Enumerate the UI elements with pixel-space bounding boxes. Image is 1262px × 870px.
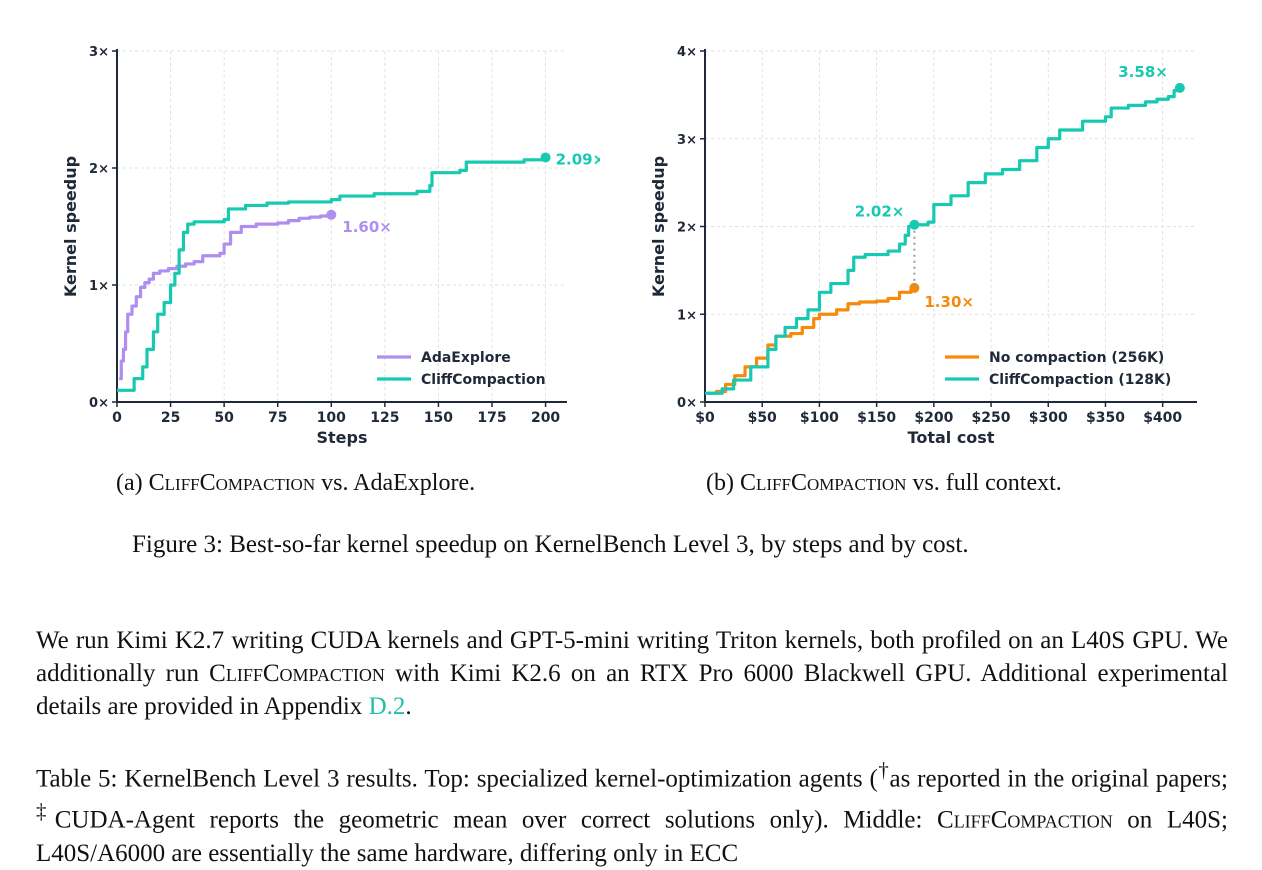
legend-label: CliffCompaction (128K): [989, 372, 1171, 388]
x-axis-title: Total cost: [908, 428, 995, 447]
legend-label: CliffCompaction: [421, 372, 546, 388]
series-end-point: [326, 209, 337, 220]
chart-b: $0 $50 $100 $150 $200 $250 $300 $350 $400 0× 1× 2× 3…: [649, 45, 1197, 447]
double-dagger-mark: ‡: [36, 799, 55, 824]
x-tick-label: $300: [1029, 410, 1068, 426]
table-caption-text: CUDA-Agent reports the geometric mean ov…: [54, 806, 938, 834]
y-tick-label: 2×: [89, 162, 109, 177]
caption-a-prefix: (a): [116, 470, 149, 496]
y-tick-label: 3×: [89, 45, 109, 60]
y-tick-label: 0×: [677, 396, 697, 411]
series-line-cliffcompaction-128k-: [705, 87, 1182, 395]
method-name: CliffCompaction: [209, 660, 385, 687]
x-tick-label: $50: [748, 410, 777, 426]
series-line-adaexplore: [119, 214, 333, 381]
caption-a: (a) CliffCompaction vs. AdaExplore.: [116, 470, 475, 497]
value-label-mid: 2.02×: [855, 203, 905, 221]
y-axis-title: Kernel speedup: [649, 156, 668, 297]
x-tick-label: 50: [214, 410, 234, 426]
series-end-point: [909, 282, 920, 293]
caption-b: (b) CliffCompaction vs. full context.: [706, 470, 1062, 497]
x-tick-label: 150: [424, 410, 453, 426]
caption-b-prefix: (b): [706, 470, 740, 496]
paragraph-text: .: [405, 693, 412, 720]
x-tick-label: $0: [695, 410, 715, 426]
value-label-no-compaction: 1.30×: [924, 293, 974, 311]
dagger-mark: †: [877, 758, 890, 782]
x-tick-label: 25: [161, 410, 180, 426]
paragraph-text: with Kimi K2.6 on an RTX Pro 6000 Blackw…: [36, 660, 1228, 720]
mid-point-marker: [909, 219, 920, 230]
y-axis-title: Kernel speedup: [61, 156, 80, 297]
table-caption-text: Table 5: KernelBench Level 3 results. To…: [36, 765, 878, 793]
x-tick-label: $400: [1143, 410, 1182, 426]
caption-a-suffix: vs. AdaExplore.: [315, 470, 476, 496]
series-line-cliffcompaction: [117, 157, 548, 392]
x-axis-title: Steps: [317, 428, 368, 447]
x-tick-label: 175: [477, 410, 506, 426]
method-name: CliffCompaction: [937, 806, 1113, 834]
legend-label: AdaExplore: [421, 350, 511, 366]
x-tick-label: $200: [914, 410, 953, 426]
y-tick-label: 2×: [677, 221, 697, 236]
series-end-point: [1174, 82, 1185, 93]
value-label-adaexplore: 1.60×: [342, 218, 392, 236]
body-paragraph: We run Kimi K2.7 writing CUDA kernels an…: [36, 624, 1228, 723]
legend-label: No compaction (256K): [989, 350, 1164, 366]
y-tick-label: 1×: [677, 308, 697, 323]
x-tick-label: $350: [1086, 410, 1125, 426]
value-label-cliffcompaction-end: 3.58×: [1118, 63, 1168, 81]
paragraph-text: We run Kimi K2.7 writing CUDA kernels an…: [36, 627, 1228, 687]
caption-b-suffix: vs. full context.: [906, 470, 1062, 496]
appendix-link[interactable]: D.2: [368, 693, 406, 720]
series-end-point: [540, 152, 551, 163]
y-tick-label: 0×: [89, 396, 109, 411]
x-tick-label: 75: [268, 410, 287, 426]
figure-caption: Figure 3: Best-so-far kernel speedup on …: [132, 531, 969, 558]
x-tick-label: 200: [531, 410, 560, 426]
series-line-no-compaction-256k-: [705, 287, 916, 395]
x-tick-label: 125: [370, 410, 399, 426]
caption-b-method: CliffCompaction: [739, 470, 907, 496]
y-tick-label: 1×: [89, 279, 109, 294]
x-tick-label: 0: [112, 410, 122, 426]
table-caption: Table 5: KernelBench Level 3 results. To…: [36, 754, 1228, 870]
x-tick-label: 100: [317, 410, 346, 426]
table-caption-text: as reported in the original papers;: [889, 765, 1228, 793]
chart-a: 0 25 50 75 100 125 150 175 200 0× 1× 2× 3× Steps Kerne…: [61, 45, 600, 447]
x-tick-label: $250: [972, 410, 1011, 426]
y-tick-label: 4×: [677, 45, 697, 60]
value-label-cliffcompaction: 2.09×: [556, 150, 600, 168]
x-tick-label: $100: [800, 410, 839, 426]
caption-a-method: CliffCompaction: [148, 470, 316, 496]
x-tick-label: $150: [857, 410, 896, 426]
y-tick-label: 3×: [677, 133, 697, 148]
